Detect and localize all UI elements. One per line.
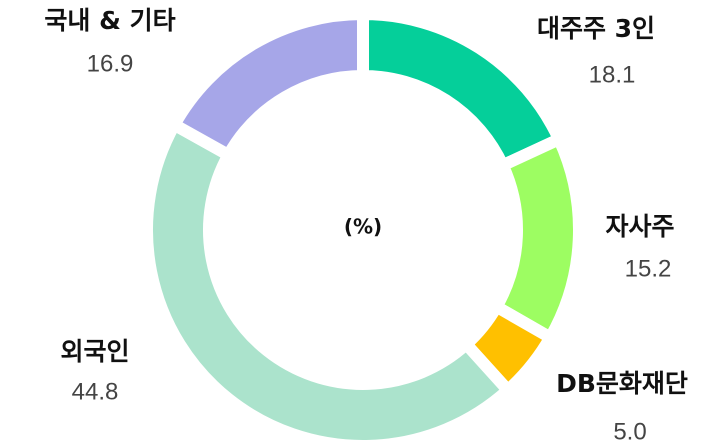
segment-value: 18.1 (589, 61, 636, 88)
segment-name: 외국인 (60, 337, 129, 366)
center-label: (%) (344, 215, 382, 239)
segment-name: 자사주 (605, 212, 674, 241)
segment-name: 대주주 3인 (537, 14, 655, 43)
segment-value: 44.8 (72, 378, 119, 405)
segment-value: 15.2 (625, 255, 672, 282)
segment-value: 5.0 (613, 418, 646, 445)
donut-segment (357, 7, 567, 174)
segment-name: 국내 & 기타 (44, 6, 175, 35)
donut-segment (166, 7, 369, 164)
segment-value: 16.9 (87, 50, 134, 77)
donut-segment (141, 116, 517, 445)
segment-name: DB문화재단 (556, 369, 688, 398)
